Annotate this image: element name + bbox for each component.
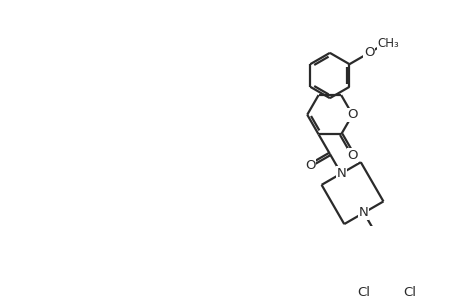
Text: O: O — [347, 108, 357, 121]
Text: O: O — [304, 159, 315, 172]
Text: N: N — [358, 206, 368, 219]
Text: O: O — [363, 46, 374, 59]
Text: Cl: Cl — [402, 286, 415, 299]
Text: O: O — [347, 149, 357, 162]
Text: CH₃: CH₃ — [376, 37, 398, 50]
Text: Cl: Cl — [356, 286, 369, 299]
Text: N: N — [336, 167, 345, 180]
